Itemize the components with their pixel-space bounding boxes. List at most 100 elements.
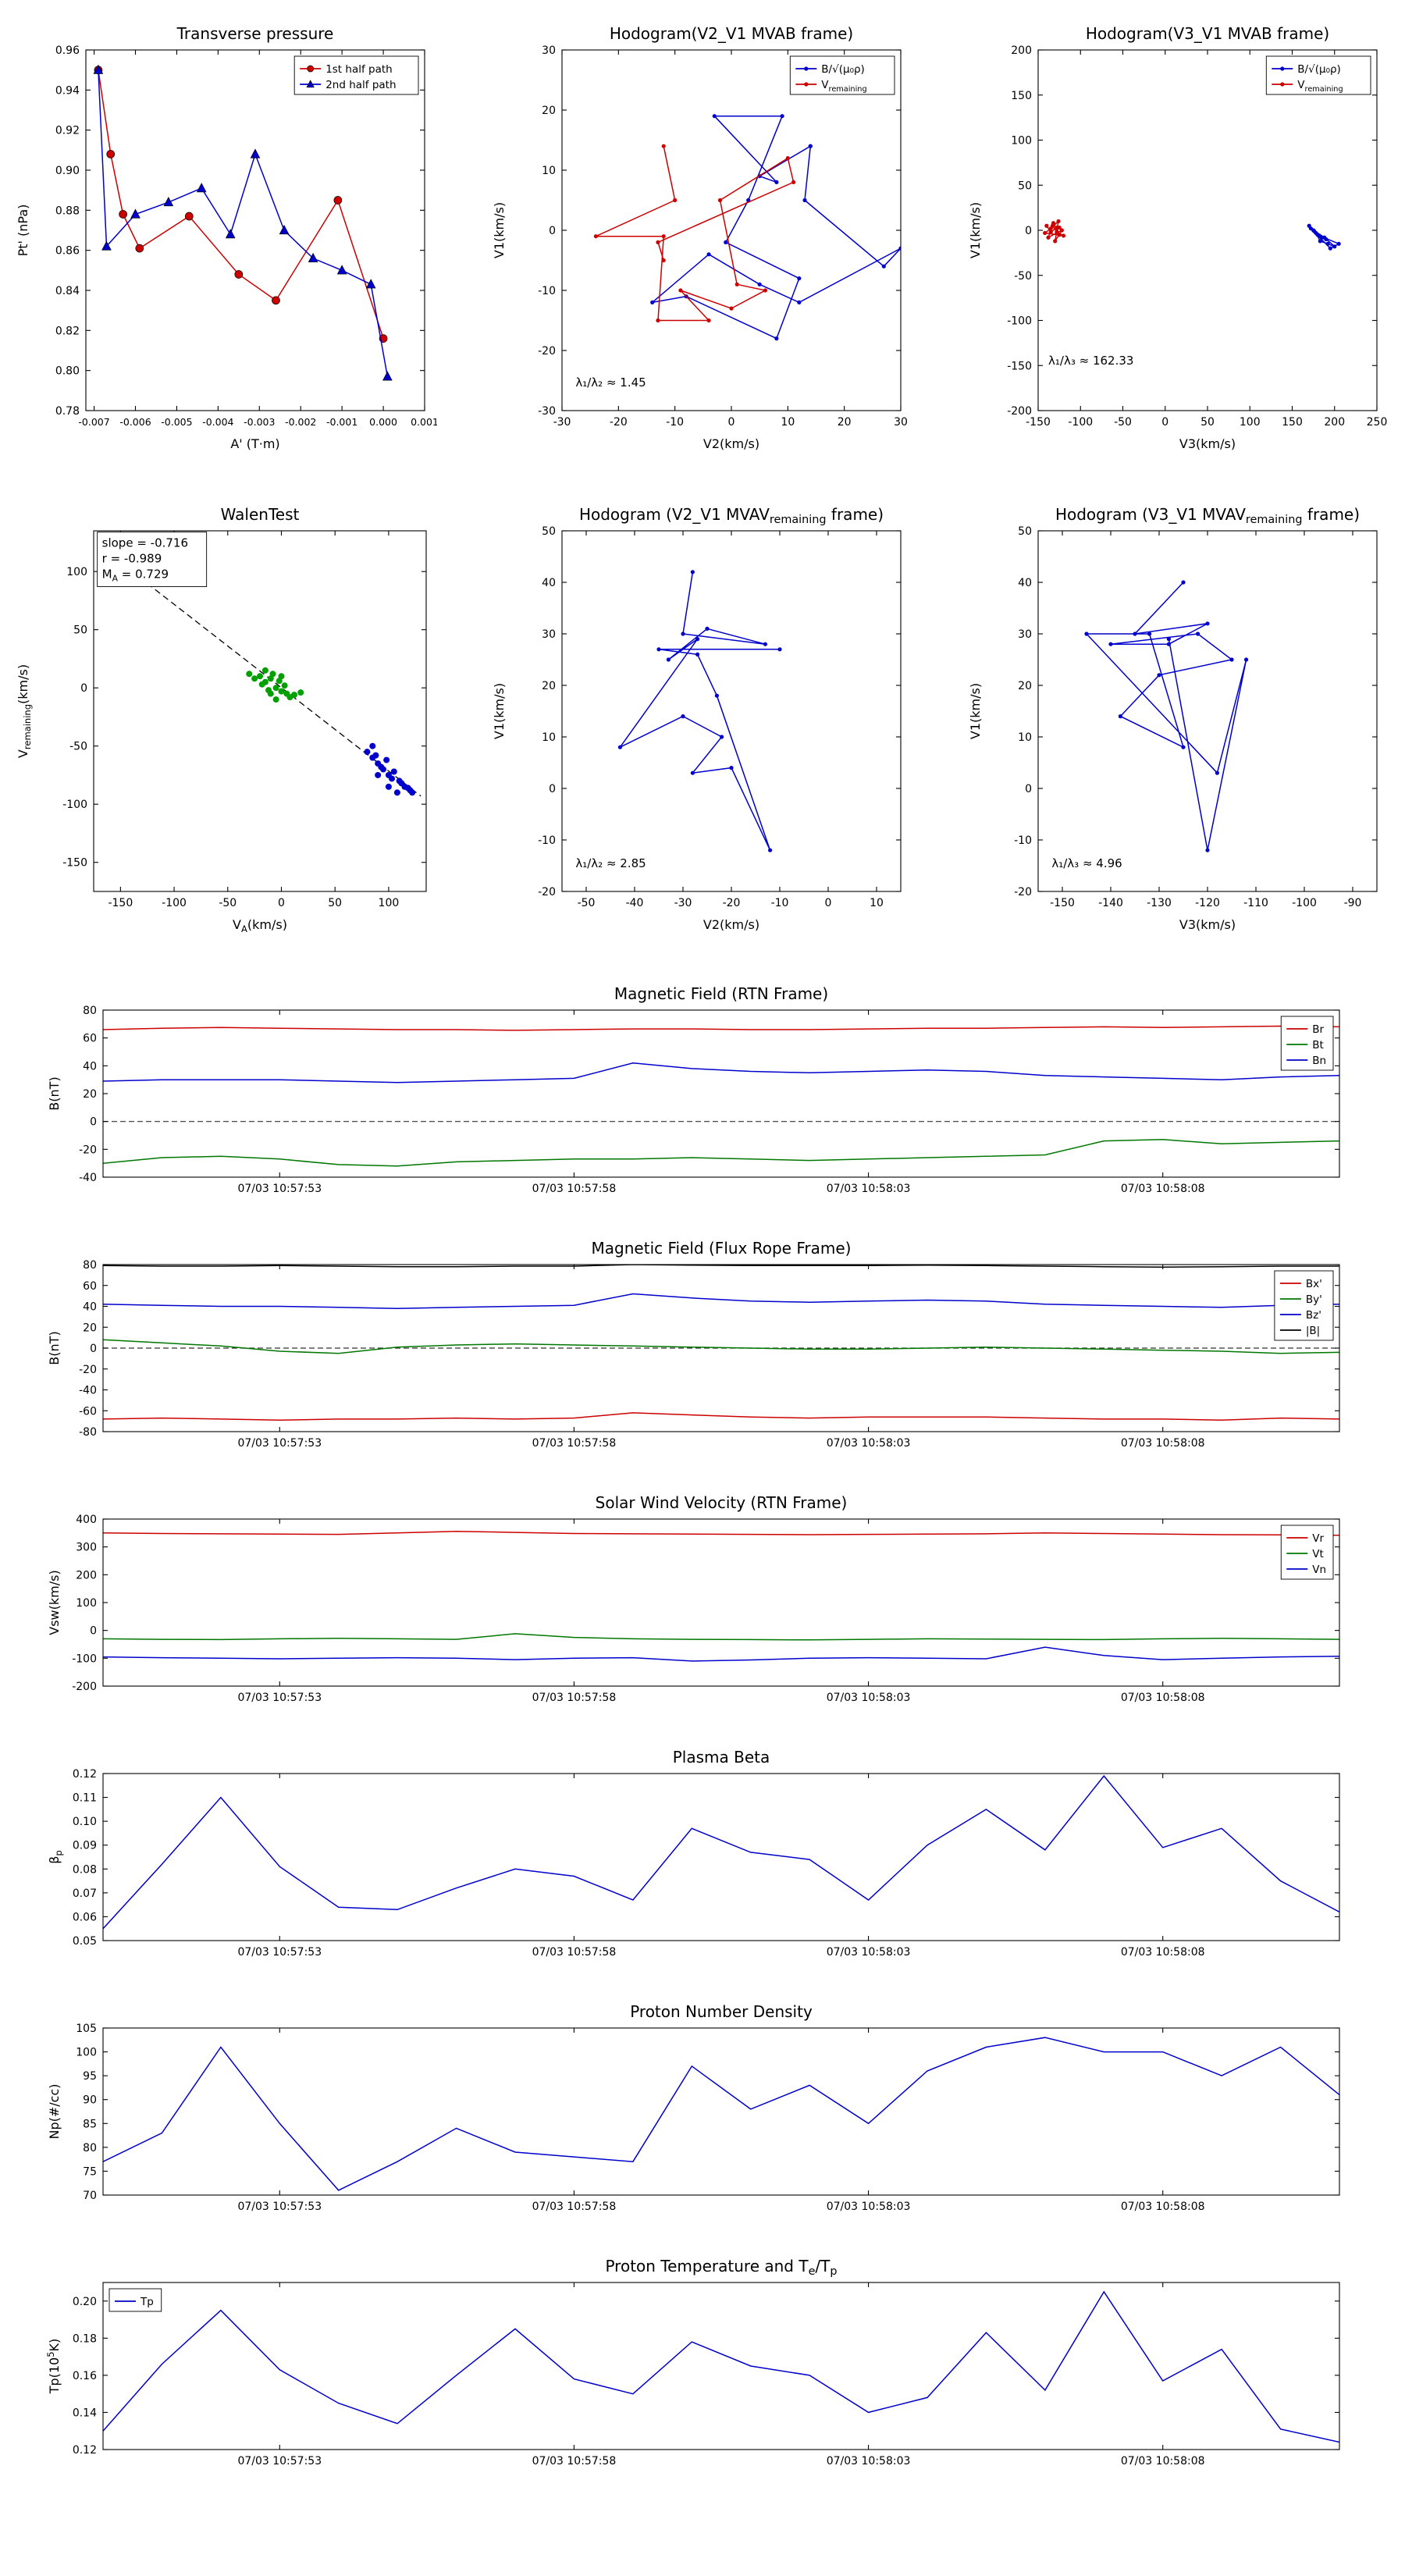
- svg-text:Vsw(km/s): Vsw(km/s): [47, 1570, 62, 1635]
- svg-text:10: 10: [1018, 731, 1032, 744]
- svg-text:slope = -0.716: slope = -0.716: [102, 536, 188, 550]
- svg-text:07/03 10:57:53: 07/03 10:57:53: [237, 1946, 322, 1959]
- svg-text:20: 20: [542, 680, 556, 692]
- svg-text:07/03 10:58:03: 07/03 10:58:03: [827, 1437, 911, 1450]
- svg-text:0.12: 0.12: [73, 1768, 97, 1781]
- svg-text:0.94: 0.94: [55, 84, 80, 97]
- svg-text:-130: -130: [1147, 897, 1172, 909]
- proton-density-svg: 07/03 10:57:53 07/03 10:57:58 07/03 10:58:…: [47, 2002, 1340, 2213]
- chart-transverse-pressure: -0.007 -0.006 -0.005 -0.004 -0.003 -0.002 -0.0…: [16, 14, 437, 475]
- svg-text:-10: -10: [771, 897, 789, 909]
- svg-text:0: 0: [90, 1343, 97, 1355]
- svg-text:40: 40: [83, 1060, 97, 1073]
- svg-text:100: 100: [1011, 135, 1032, 148]
- svg-text:V2(km/s): V2(km/s): [703, 917, 759, 932]
- svg-text:07/03 10:57:53: 07/03 10:57:53: [237, 2201, 322, 2213]
- svg-text:-150: -150: [1026, 416, 1051, 429]
- svg-text:50: 50: [328, 897, 342, 909]
- svg-text:20: 20: [838, 416, 852, 429]
- svg-text:V3(km/s): V3(km/s): [1179, 917, 1236, 932]
- svg-text:0.18: 0.18: [73, 2332, 97, 2345]
- svg-text:100: 100: [1240, 416, 1261, 429]
- svg-text:-20: -20: [79, 1364, 97, 1376]
- svg-text:-10: -10: [538, 834, 556, 847]
- svg-text:400: 400: [76, 1514, 97, 1526]
- svg-text:Vr: Vr: [1312, 1532, 1324, 1545]
- svg-text:-30: -30: [674, 897, 692, 909]
- svg-text:50: 50: [1018, 180, 1032, 192]
- chart-solar-wind-velocity: 07/03 10:57:53 07/03 10:57:58 07/03 10:58:…: [47, 1491, 1358, 1725]
- svg-text:40: 40: [1018, 577, 1032, 589]
- svg-text:Vn: Vn: [1312, 1564, 1326, 1576]
- hodogram-v2v1-mvav-svg: -50 -40 -30 -20 -10 0 10 -20 -10 0 10 20 30 40 50 Hodog…: [492, 505, 902, 932]
- svg-text:-110: -110: [1243, 897, 1268, 909]
- svg-text:Br: Br: [1312, 1023, 1324, 1036]
- svg-text:07/03 10:58:03: 07/03 10:58:03: [827, 1692, 911, 1704]
- svg-text:-0.005: -0.005: [161, 416, 192, 428]
- svg-text:Magnetic Field (Flux Rope Fram: Magnetic Field (Flux Rope Frame): [592, 1239, 852, 1258]
- svg-text:100: 100: [76, 2047, 97, 2059]
- svg-text:0: 0: [278, 897, 285, 909]
- svg-text:V1(km/s): V1(km/s): [492, 202, 507, 258]
- hodogram-v2v1-mvab-svg: -30 -20 -10 0 10 20 30 -30 -20 -10 0 10 20 30 Hodogram…: [492, 24, 908, 451]
- mag-field-rtn-svg: 07/03 10:57:53 07/03 10:57:58 07/03 10:58:…: [47, 984, 1340, 1195]
- analysis-row-1: -0.007 -0.006 -0.005 -0.004 -0.003 -0.002 -0.0…: [0, 14, 1405, 475]
- svg-text:-10: -10: [538, 285, 556, 297]
- svg-text:-20: -20: [538, 345, 556, 358]
- chart-hodogram-v2v1-mvav: -50 -40 -30 -20 -10 0 10 -20 -10 0 10 20 30 40 50 Hodog…: [492, 495, 913, 955]
- svg-text:B(nT): B(nT): [47, 1331, 62, 1364]
- svg-text:07/03 10:57:58: 07/03 10:57:58: [532, 1946, 617, 1959]
- svg-text:150: 150: [1282, 416, 1303, 429]
- chart-proton-temperature: 07/03 10:57:53 07/03 10:57:58 07/03 10:58:…: [47, 2254, 1358, 2489]
- svg-text:-10: -10: [666, 416, 684, 429]
- svg-text:07/03 10:57:58: 07/03 10:57:58: [532, 1437, 617, 1450]
- svg-text:Proton Number Density: Proton Number Density: [630, 2002, 813, 2021]
- svg-text:0.78: 0.78: [55, 405, 80, 418]
- svg-text:30: 30: [894, 416, 908, 429]
- svg-text:100: 100: [76, 1597, 97, 1610]
- svg-text:0.96: 0.96: [55, 44, 80, 57]
- svg-text:0.88: 0.88: [55, 205, 80, 217]
- svg-text:-50: -50: [1014, 270, 1032, 283]
- svg-text:0.90: 0.90: [55, 165, 80, 177]
- svg-text:40: 40: [83, 1301, 97, 1314]
- svg-text:Tp(105​K): Tp(105​K): [47, 2339, 62, 2395]
- svg-text:B/√(μ₀ρ): B/√(μ₀ρ): [821, 63, 865, 76]
- svg-text:10: 10: [542, 165, 556, 177]
- chart-plasma-beta: 07/03 10:57:53 07/03 10:57:58 07/03 10:58:…: [47, 1745, 1358, 1980]
- svg-text:07/03 10:57:53: 07/03 10:57:53: [237, 2455, 322, 2467]
- svg-text:0: 0: [90, 1625, 97, 1638]
- svg-text:2nd half path: 2nd half path: [325, 79, 396, 91]
- svg-text:-40: -40: [79, 1172, 97, 1184]
- chart-magnetic-field-fluxrope: 07/03 10:57:53 07/03 10:57:58 07/03 10:58:…: [47, 1236, 1358, 1471]
- svg-text:0: 0: [1025, 783, 1032, 795]
- svg-text:30: 30: [542, 628, 556, 641]
- svg-text:0.12: 0.12: [73, 2444, 97, 2457]
- svg-text:07/03 10:57:58: 07/03 10:57:58: [532, 1183, 617, 1195]
- svg-text:07/03 10:58:03: 07/03 10:58:03: [827, 1183, 911, 1195]
- svg-text:0.84: 0.84: [55, 285, 80, 297]
- solar-wind-velocity-svg: 07/03 10:57:53 07/03 10:57:58 07/03 10:58:…: [47, 1493, 1340, 1704]
- chart-proton-number-density: 07/03 10:57:53 07/03 10:57:58 07/03 10:58:…: [47, 2000, 1358, 2234]
- svg-text:-200: -200: [1007, 405, 1032, 418]
- svg-text:-50: -50: [1114, 416, 1132, 429]
- svg-text:0.06: 0.06: [73, 1911, 97, 1923]
- svg-text:50: 50: [73, 624, 87, 637]
- svg-text:70: 70: [83, 2190, 97, 2202]
- svg-text:B/√(μ₀ρ): B/√(μ₀ρ): [1297, 63, 1341, 76]
- svg-text:WalenTest: WalenTest: [221, 505, 300, 524]
- svg-text:50: 50: [542, 525, 556, 538]
- svg-text:-100: -100: [162, 897, 187, 909]
- svg-text:-20: -20: [1014, 886, 1032, 898]
- svg-text:-60: -60: [79, 1405, 97, 1418]
- chart-walen-test: -150 -100 -50 0 50 100 -150 -100 -50 0 50 100 WalenT…: [16, 495, 437, 955]
- svg-text:Bt: Bt: [1312, 1039, 1324, 1051]
- svg-text:-20: -20: [723, 897, 741, 909]
- chart-hodogram-v3v1-mvav: -150 -140 -130 -120 -110 -100 -90 -20 -10 0 10 20 30…: [968, 495, 1389, 955]
- svg-text:-100: -100: [1068, 416, 1093, 429]
- svg-text:λ₁/λ₃ ≈ 162.33: λ₁/λ₃ ≈ 162.33: [1048, 354, 1133, 368]
- svg-text:-0.004: -0.004: [202, 416, 233, 428]
- svg-text:30: 30: [542, 44, 556, 57]
- svg-text:105: 105: [76, 2023, 97, 2035]
- svg-text:-30: -30: [538, 405, 556, 418]
